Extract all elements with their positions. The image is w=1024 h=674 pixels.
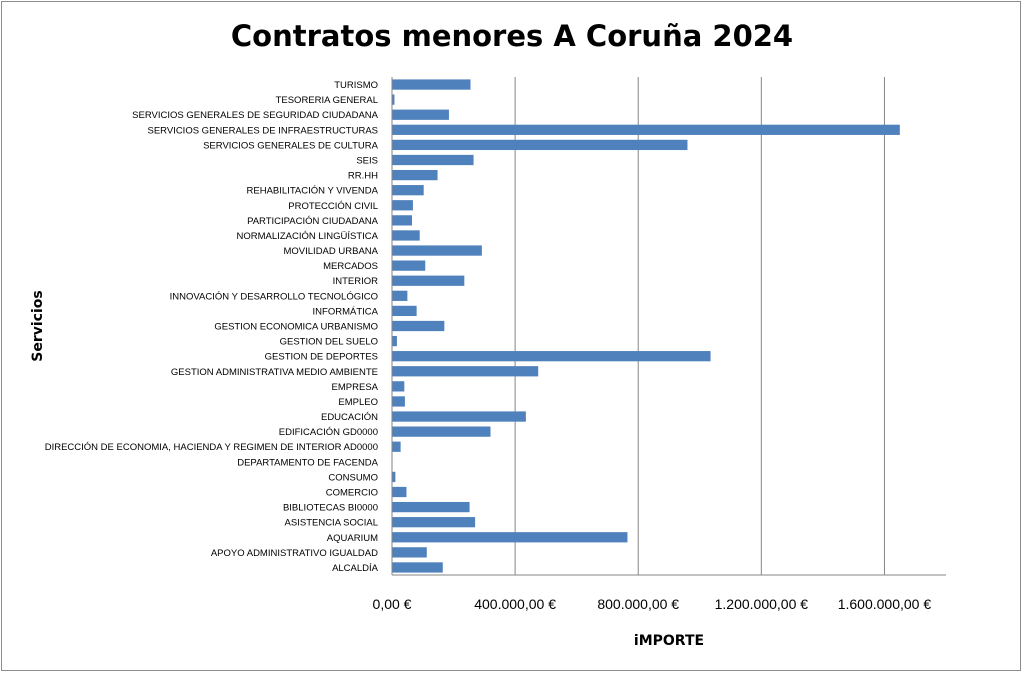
bar — [392, 260, 426, 271]
bar — [392, 169, 438, 181]
category-label: MERCADOS — [323, 261, 378, 272]
bar — [392, 471, 396, 483]
category-label: TURISMO — [334, 80, 378, 91]
x-tick-labels: 0,00 € 400.000,00 € 800.000,00 € 1.200.000,… — [373, 596, 932, 612]
bar — [392, 335, 397, 347]
category-label: COMERCIO — [326, 488, 378, 499]
category-label: AQUARIUM — [327, 533, 378, 544]
bar — [392, 200, 413, 211]
category-label: GESTION DE DEPORTES — [265, 352, 378, 363]
category-label: MOVILIDAD URBANA — [284, 246, 379, 257]
bar — [392, 351, 711, 362]
category-label: INNOVACIÓN Y DESARROLLO TECNOLÓGICO — [170, 291, 378, 302]
category-label: DEPARTAMENTO DE FACENDA — [237, 457, 378, 468]
bar — [392, 230, 420, 241]
bar — [392, 532, 628, 543]
y-axis-title: Servicios — [30, 290, 46, 361]
category-label: NORMALIZACIÓN LINGÜÍSTICA — [237, 231, 379, 242]
x-tick-label: 0,00 € — [373, 596, 412, 612]
bar — [392, 109, 449, 120]
bar — [392, 124, 900, 135]
category-label: APOYO ADMINISTRATIVO IGUALDAD — [211, 548, 378, 559]
category-label: EDUCACIÓN — [321, 412, 378, 423]
category-label: SEIS — [356, 156, 378, 167]
bar — [392, 396, 405, 407]
bar — [392, 547, 427, 558]
category-label: REHABILITACIÓN Y VIVENDA — [247, 186, 379, 197]
bar — [392, 79, 471, 90]
bar — [392, 426, 491, 437]
chart-title: Contratos menores A Coruña 2024 — [231, 19, 793, 53]
bar — [392, 562, 443, 573]
category-label: SERVICIOS GENERALES DE INFRAESTRUCTURAS — [147, 125, 378, 136]
bar — [392, 486, 407, 498]
x-tick-label: 800.000,00 € — [597, 596, 679, 612]
category-label: ASISTENCIA SOCIAL — [285, 518, 378, 529]
category-label: EMPLEO — [338, 397, 378, 408]
x-tick-label: 1.200.000,00 € — [715, 596, 809, 612]
category-label: INTERIOR — [333, 276, 379, 287]
category-label: SERVICIOS GENERALES DE SEGURIDAD CIUDADA… — [132, 110, 378, 121]
bar — [392, 381, 405, 392]
gridlines — [514, 77, 885, 575]
category-labels: TURISMO TESORERIA GENERAL SERVICIOS GENERA… — [45, 80, 379, 574]
bar — [392, 290, 408, 301]
category-label: PARTICIPACIÓN CIUDADANA — [247, 216, 379, 227]
bar — [392, 139, 688, 151]
category-label: EDIFICACIÓN GD0000 — [279, 427, 378, 438]
category-label: RR.HH — [348, 171, 378, 182]
bar — [392, 320, 445, 332]
bar — [392, 215, 413, 226]
bar — [392, 245, 482, 256]
x-tick-label: 1.600.000,00 € — [838, 596, 932, 612]
category-label: GESTION ECONOMICA URBANISMO — [214, 322, 378, 333]
bar — [392, 501, 470, 513]
category-label: CONSUMO — [328, 472, 378, 483]
bar — [392, 94, 395, 105]
bar — [392, 441, 401, 452]
bar — [392, 366, 539, 377]
bar — [392, 305, 417, 317]
category-label: GESTION ADMINISTRATIVA MEDIO AMBIENTE — [171, 367, 378, 378]
x-axis-title: iMPORTE — [634, 633, 704, 649]
bar — [392, 411, 526, 422]
category-label: SERVICIOS GENERALES DE CULTURA — [203, 140, 379, 151]
category-label: EMPRESA — [332, 382, 379, 393]
category-label: INFORMÁTICA — [313, 306, 379, 317]
bar — [392, 517, 476, 528]
category-label: GESTION DEL SUELO — [280, 337, 378, 348]
x-tick-label: 400.000,00 € — [474, 596, 556, 612]
bars — [392, 79, 900, 573]
category-label: TESORERIA GENERAL — [276, 95, 378, 106]
bar — [392, 185, 424, 196]
category-label: PROTECCIÓN CIVIL — [288, 201, 378, 212]
category-label: ALCALDÍA — [332, 563, 379, 574]
category-label: BIBLIOTECAS BI0000 — [283, 503, 378, 514]
bar — [392, 275, 465, 286]
bar — [392, 154, 474, 166]
category-label: DIRECCIÓN DE ECONOMIA, HACIENDA Y REGIME… — [45, 442, 378, 453]
